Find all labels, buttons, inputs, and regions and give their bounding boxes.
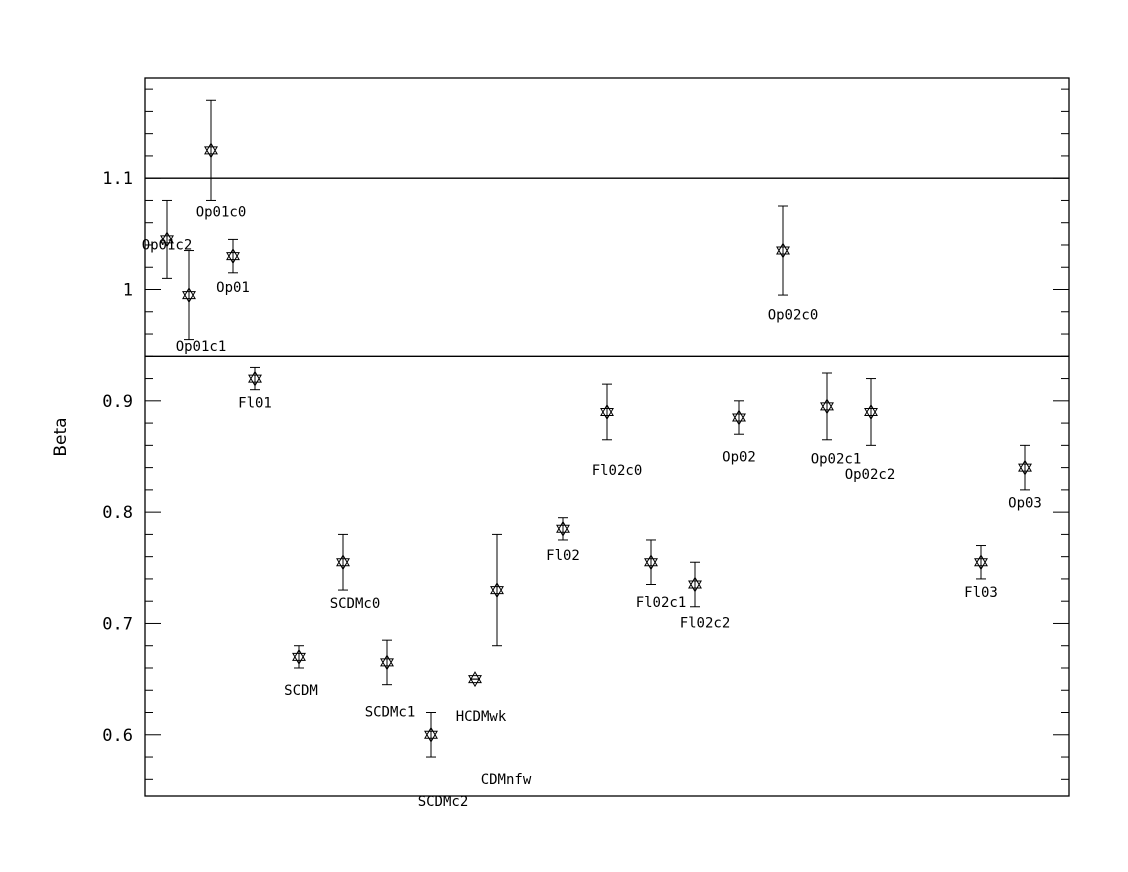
error-bar [338, 533, 348, 591]
data-point-label: Op02c1 [811, 451, 862, 467]
data-point-marker [864, 404, 878, 420]
error-bar [492, 533, 502, 647]
data-point-marker [160, 231, 174, 248]
data-point-label: Fl02c0 [592, 463, 643, 479]
data-point-label: Fl02 [546, 548, 580, 564]
data-point-marker [204, 142, 218, 159]
y-tick-label: 0.7 [102, 614, 133, 634]
error-bars [162, 99, 1030, 758]
error-bar [646, 539, 656, 585]
data-point-marker [248, 370, 262, 387]
data-point-label: Op01c2 [142, 237, 193, 253]
data-point-marker [644, 554, 658, 571]
error-bar [1020, 444, 1030, 491]
data-point-label: Fl01 [238, 396, 272, 412]
y-tick-label: 0.6 [102, 726, 133, 746]
data-point-marker [226, 248, 240, 265]
data-point-marker [182, 287, 196, 304]
error-bar [822, 372, 832, 441]
data-point-label: Fl02c2 [680, 615, 731, 631]
error-bar [184, 250, 194, 341]
y-tick-label: 1.1 [102, 169, 133, 189]
data-point-label: SCDMc2 [418, 794, 469, 810]
data-point-marker [688, 576, 702, 593]
data-point-label: Op02c2 [845, 467, 896, 483]
data-point-label: HCDMwk [456, 709, 507, 725]
error-bar [734, 400, 744, 435]
y-axis-title: Beta [51, 417, 71, 456]
data-point-marker [600, 404, 614, 420]
error-bar [382, 639, 392, 686]
data-point-marker [556, 520, 570, 537]
error-bar [866, 378, 876, 446]
data-point-label: SCDMc0 [330, 596, 381, 612]
data-point-marker [336, 554, 350, 571]
data-point-marker [1018, 459, 1032, 476]
error-bar [778, 205, 788, 296]
error-bar [228, 238, 238, 274]
data-point-marker [820, 398, 834, 415]
data-point-label: CDMnfw [481, 772, 532, 788]
error-bar [206, 99, 216, 201]
error-bar [690, 561, 700, 608]
data-point-marker [732, 409, 746, 426]
data-point-label: SCDM [284, 683, 318, 699]
right-axis-ticks [1053, 88, 1069, 780]
data-point-marker [292, 648, 306, 665]
data-point-marker [490, 582, 504, 599]
point-labels: Op01c2 Op01c1 Op01c0 Op01 Fl01 SCDM SCDMc0 SCDM… [142, 204, 1042, 809]
data-point-label: Op01c0 [196, 204, 247, 220]
error-bar [602, 383, 612, 441]
data-point-label: Op02 [722, 450, 756, 466]
error-bar [426, 712, 436, 758]
data-point-label: Fl02c1 [636, 595, 687, 611]
data-point-marker [974, 554, 988, 571]
data-point-label: Op01c1 [176, 339, 227, 355]
data-point-marker [424, 726, 438, 743]
reference-lines [145, 177, 1069, 357]
error-bar [976, 545, 986, 580]
y-tick-label: 1 [123, 281, 133, 301]
data-point-label: SCDMc1 [365, 704, 416, 720]
y-tick-label: 0.9 [102, 392, 133, 412]
data-point-label: Op01 [216, 280, 250, 296]
data-point-marker [380, 654, 394, 671]
plot-frame [144, 77, 1070, 797]
data-point-label: Op02c0 [768, 308, 819, 324]
data-point-label: Fl03 [964, 585, 998, 601]
data-point-label: Op03 [1008, 496, 1042, 512]
error-bar [162, 199, 172, 279]
data-point-marker [776, 242, 790, 259]
left-axis-ticks [145, 88, 161, 780]
data-markers [160, 142, 1032, 743]
y-axis-tick-labels: 0.6 0.7 0.8 0.9 1 1.1 [102, 169, 133, 746]
y-tick-label: 0.8 [102, 503, 133, 523]
data-point-marker [468, 671, 482, 688]
